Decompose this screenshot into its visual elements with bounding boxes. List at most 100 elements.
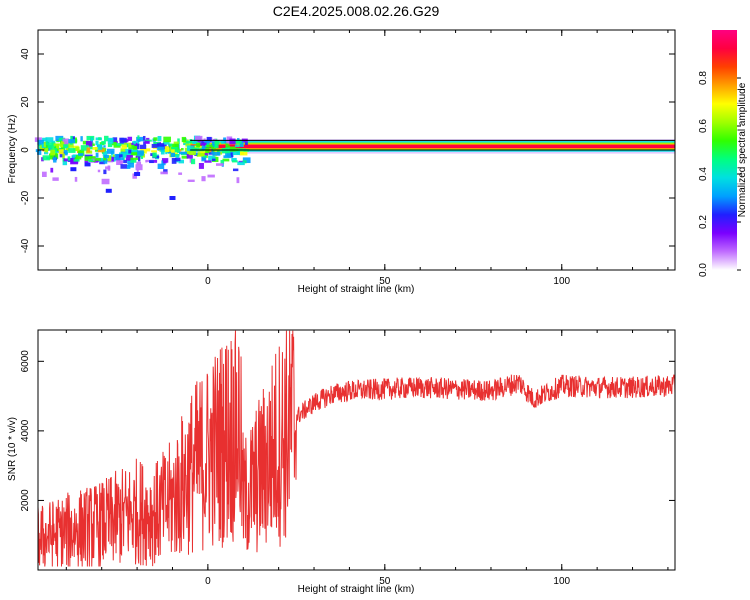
- spectrogram-cell: [171, 149, 175, 153]
- spectrogram-cell: [119, 137, 127, 144]
- spectrogram-cell: [206, 145, 213, 148]
- spectrogram-cell: [92, 146, 100, 150]
- spectrogram-cell: [106, 148, 115, 154]
- snr-marks: [37, 330, 676, 567]
- spectrogram-cell: [53, 143, 62, 146]
- spectrogram-cell: [112, 154, 116, 160]
- spectrogram-cell: [62, 141, 65, 145]
- spectrogram-cell: [181, 136, 187, 143]
- spectrogram-cell: [220, 140, 225, 144]
- spectrogram-cell: [230, 152, 233, 158]
- spectrogram-cell: [203, 155, 208, 158]
- spectrogram-cell: [101, 140, 106, 145]
- colorbar-ticks: 0.0 0.2 0.4 0.6 0.8: [698, 71, 741, 277]
- spectrogram-cell: [121, 144, 127, 149]
- spectrogram-cell: [45, 137, 54, 143]
- spectrogram-cell: [68, 139, 76, 144]
- spectrogram-cell: [232, 168, 239, 172]
- spectrogram-band-layer: [190, 144, 675, 149]
- spectrogram-cell: [44, 145, 49, 151]
- spectrogram-cell: [103, 145, 106, 148]
- spectrogram-cell: [226, 140, 231, 144]
- spectrogram-cell: [177, 147, 180, 154]
- spectrogram-cell: [132, 145, 138, 150]
- spectrogram-cell: [95, 152, 99, 158]
- colorbar-label: Normalized spectral amplitude: [737, 82, 748, 217]
- spectrogram-cell: [223, 155, 232, 159]
- spectrogram-cell: [120, 148, 126, 154]
- spectrogram-cell: [185, 140, 192, 144]
- snr-y-tick-label: 6000: [20, 350, 31, 373]
- spectrogram-cell: [116, 154, 123, 158]
- spectrogram-cell: [170, 152, 176, 158]
- spectrogram-cell: [163, 136, 171, 143]
- spectrogram-cell: [212, 151, 221, 156]
- spectrogram-cell: [146, 148, 151, 152]
- spectrogram-cell: [229, 138, 236, 145]
- spectrogram-cell: [144, 139, 152, 142]
- spectrogram-cell: [181, 148, 184, 151]
- spectrogram-cell: [229, 146, 236, 152]
- colorbar-tick-label: 0.6: [698, 119, 709, 133]
- spectrogram-cell: [171, 157, 177, 164]
- spectrogram-cell: [136, 154, 142, 158]
- spectrogram-cell: [201, 155, 207, 162]
- spectrogram-cell: [84, 162, 91, 167]
- spectrogram-cell: [201, 146, 206, 150]
- spectrogram-cell: [187, 179, 195, 182]
- spectrogram-x-tick-label: 100: [553, 276, 570, 287]
- spectrogram-cell: [71, 136, 75, 141]
- spectrogram-y-tick-label: 40: [20, 48, 31, 60]
- spectrogram-cell: [98, 137, 101, 141]
- spectrogram-cell: [73, 159, 80, 162]
- spectrogram-cell: [208, 155, 216, 161]
- spectrogram-cell: [171, 153, 180, 157]
- spectrogram-cell: [186, 153, 193, 159]
- spectrogram-cell: [226, 151, 234, 158]
- spectrogram-cell: [164, 146, 170, 153]
- spectrogram-cell: [66, 145, 70, 152]
- spectrogram-cell: [181, 155, 189, 159]
- spectrogram-cell: [189, 139, 193, 143]
- spectrogram-cell: [232, 151, 241, 156]
- spectrogram-cell: [157, 163, 165, 169]
- spectrogram-cell: [82, 140, 89, 145]
- spectrogram-cell: [60, 144, 64, 148]
- spectrogram-cell: [103, 154, 109, 159]
- spectrogram-cell: [139, 144, 147, 149]
- spectrogram-cell: [88, 159, 94, 162]
- spectrogram-cell: [50, 149, 56, 156]
- spectrogram-cell: [227, 145, 231, 149]
- spectrogram-cell: [118, 160, 124, 164]
- spectrogram-cell: [237, 161, 245, 166]
- snr-y-label: SNR (10 * v/v): [7, 417, 18, 481]
- spectrogram-cell: [236, 177, 240, 184]
- spectrogram-cell: [177, 138, 180, 145]
- spectrogram-cell: [128, 144, 135, 150]
- spectrogram-cell: [70, 159, 78, 165]
- snr-axes: 0 50 100 2000 4000 6000: [20, 329, 676, 587]
- spectrogram-cell: [98, 157, 104, 162]
- spectrogram-y-tick-label: -20: [20, 190, 31, 205]
- colorbar-tick-label: 0.0: [698, 263, 709, 277]
- spectrogram-cell: [191, 147, 200, 151]
- spectrogram-cell: [70, 135, 73, 142]
- spectrogram-x-tick-label: 0: [205, 276, 211, 287]
- snr-x-label: Height of straight line (km): [298, 584, 415, 595]
- spectrogram-cell: [222, 158, 230, 162]
- spectrogram-cell: [50, 167, 54, 173]
- spectrogram-cell: [157, 135, 162, 142]
- spectrogram-cell: [89, 146, 93, 150]
- spectrogram-cell: [221, 147, 228, 154]
- spectrogram-cell: [190, 158, 196, 165]
- spectrogram-cell: [151, 150, 158, 153]
- spectrogram-cell: [74, 176, 78, 182]
- spectrogram-cell: [56, 144, 60, 149]
- spectrogram-y-label: Frequency (Hz): [7, 115, 18, 184]
- spectrogram-cell: [137, 138, 141, 142]
- spectrogram-cell: [72, 154, 79, 157]
- spectrogram-cell: [55, 153, 58, 158]
- spectrogram-cell: [194, 135, 203, 142]
- spectrogram-cell: [80, 145, 89, 151]
